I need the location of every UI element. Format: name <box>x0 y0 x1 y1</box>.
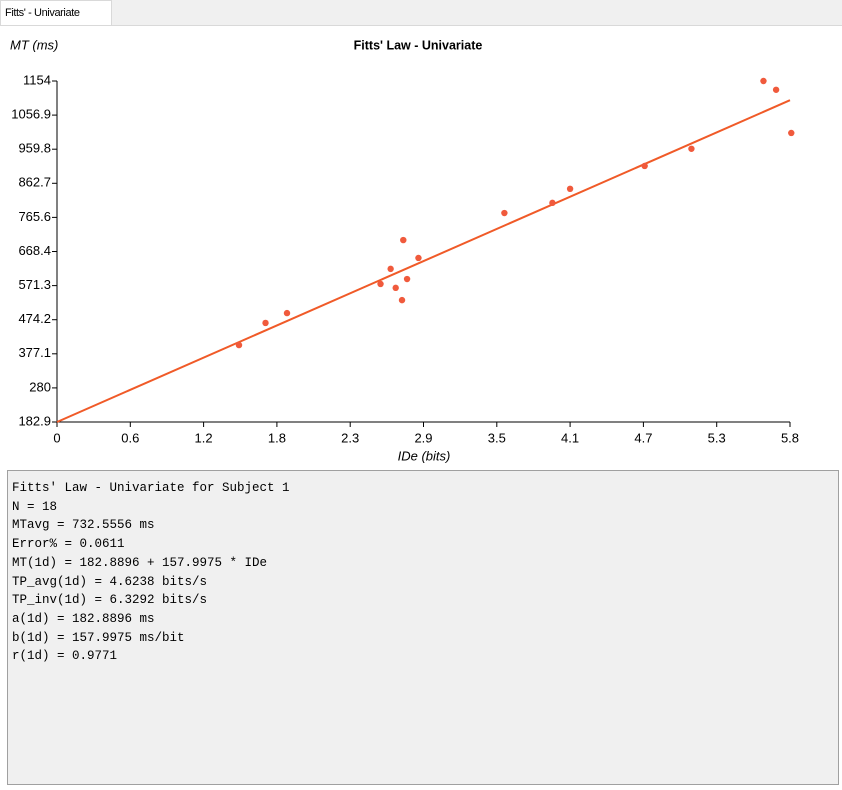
y-tick-label: 1056.9 <box>11 107 51 122</box>
point <box>760 77 767 85</box>
y-tick-label: 862.7 <box>18 175 51 190</box>
fit-line <box>56 99 791 423</box>
point <box>400 236 407 244</box>
point <box>688 145 695 152</box>
y-tick-label: 182.9 <box>18 413 51 428</box>
point <box>392 284 399 292</box>
x-tick-label: 4.7 <box>634 430 652 445</box>
result-line: TP_inv(1d) = 6.3292 bits/s <box>12 593 208 608</box>
tab[interactable]: Fitts' - Univariate <box>0 0 112 25</box>
point <box>262 319 269 327</box>
y-tick-label: 1154 <box>23 72 51 87</box>
point <box>772 86 780 93</box>
result-line: Error% = 0.0611 <box>12 537 125 552</box>
x-tick-label: 1.2 <box>195 430 213 445</box>
tab-strip <box>0 0 842 26</box>
point <box>549 199 556 207</box>
y-tick-label: 571.3 <box>18 277 51 292</box>
x-tick-label: 2.9 <box>414 430 432 445</box>
result-line: MT(1d) = 182.8896 + 157.9975 * IDe <box>12 555 268 570</box>
x-tick-label: 0 <box>53 430 60 445</box>
y-tick-label: 280 <box>29 379 51 394</box>
result-line: N = 18 <box>12 499 58 514</box>
x-tick-label: 5.8 <box>781 430 799 445</box>
chart-title: Fitts' Law - Univariate <box>354 38 483 52</box>
x-tick-label: 4.1 <box>561 430 579 445</box>
chart: MT (ms) Fitts' Law - Univariate IDe (bit… <box>10 37 799 463</box>
y-tick-label: 765.6 <box>18 209 51 224</box>
y-tick-label: 959.8 <box>18 141 51 156</box>
point <box>501 209 508 217</box>
y-axis-label: MT (ms) <box>10 37 58 52</box>
result-line: b(1d) = 157.9975 ms/bit <box>12 630 185 645</box>
point <box>283 309 291 317</box>
result-line: MTavg = 732.5556 ms <box>12 518 155 533</box>
point <box>641 162 648 170</box>
x-tick-label: 1.8 <box>268 430 286 445</box>
x-axis-label: IDe (bits) <box>398 448 451 463</box>
y-tick-label: 474.2 <box>18 311 51 326</box>
x-tick-label: 5.3 <box>708 430 726 445</box>
x-tick-label: 0.6 <box>121 430 139 445</box>
y-tick-label: 668.4 <box>18 243 51 258</box>
y-tick-label: 377.1 <box>18 345 51 360</box>
result-line: TP_avg(1d) = 4.6238 bits/s <box>12 574 208 589</box>
point <box>788 129 795 137</box>
point <box>235 341 243 349</box>
point <box>398 296 406 304</box>
result-line: Fitts' Law - Univariate for Subject 1 <box>12 481 290 495</box>
results-box: Fitts' Law - Univariate for Subject 1 N =… <box>7 470 839 785</box>
result-line: a(1d) = 182.8896 ms <box>12 611 155 626</box>
point <box>387 265 394 273</box>
x-tick-label: 3.5 <box>488 430 506 445</box>
point <box>566 185 574 193</box>
point <box>403 275 411 283</box>
result-line: r(1d) = 0.9771 <box>12 649 118 664</box>
point <box>377 280 384 288</box>
x-tick-label: 2.3 <box>341 430 359 445</box>
point <box>415 254 422 262</box>
